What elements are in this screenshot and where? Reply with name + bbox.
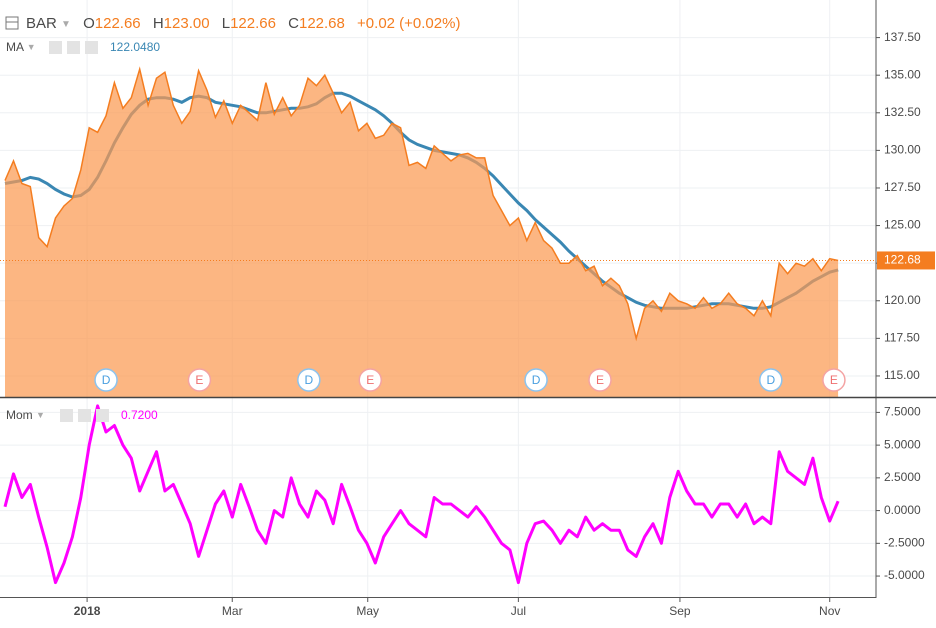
- event-marker: [759, 368, 783, 392]
- dropdown[interactable]: ▼: [27, 42, 36, 52]
- symbol-icon[interactable]: [5, 16, 19, 30]
- y-tick-label: 137.50: [884, 30, 921, 44]
- y-tick-label: 117.50: [884, 331, 920, 345]
- y-tick-label: 2.5000: [884, 470, 921, 484]
- y-tick-label: -2.5000: [884, 535, 925, 549]
- event-marker: [297, 368, 321, 392]
- last-price-label: 122.68: [884, 253, 921, 267]
- mom-value: 0.7200: [121, 408, 158, 422]
- ohlc-value: 122.66: [230, 15, 276, 32]
- event-label: D: [102, 373, 111, 387]
- legend-header: BAR ▼ O122.66 H123.00 L122.66 C122.68 +0…: [26, 15, 460, 32]
- x-tick-label: Nov: [819, 604, 840, 618]
- ohlc-key: H: [153, 15, 164, 32]
- indicator-line: [3, 404, 840, 585]
- last-price-tag: [877, 251, 935, 270]
- ohlc-value: 123.00: [164, 15, 210, 32]
- x-tick-label: Jul: [511, 604, 526, 618]
- event-label: E: [366, 373, 374, 387]
- y-tick-label: 130.00: [884, 143, 921, 157]
- x-tick-label: Mar: [222, 604, 243, 618]
- event-marker: [588, 368, 612, 392]
- symbol: BAR: [26, 15, 57, 32]
- mom-name: Mom: [6, 408, 33, 422]
- event-marker: [94, 368, 118, 392]
- mom-legend: Mom ▼: [6, 408, 45, 422]
- event-label: E: [195, 373, 203, 387]
- y-tick-label: 0.0000: [884, 503, 921, 517]
- y-tick-label: 132.50: [884, 105, 921, 119]
- x-tick-label: Sep: [669, 604, 691, 618]
- settings-button[interactable]: [78, 409, 91, 422]
- y-tick-label: 127.50: [884, 180, 921, 194]
- dropdown[interactable]: ▼: [61, 19, 71, 30]
- event-marker: [524, 368, 548, 392]
- event-label: D: [304, 373, 313, 387]
- ma-name: MA: [6, 40, 24, 54]
- ma-value: 122.0480: [110, 40, 160, 54]
- y-tick-label: 115.00: [884, 368, 920, 382]
- y-tick-label: -5.0000: [884, 568, 925, 582]
- event-marker: [358, 368, 383, 392]
- x-tick-label: May: [356, 604, 379, 618]
- ohlc-key: C: [288, 15, 299, 32]
- ohlc-value: 122.66: [95, 15, 141, 32]
- dropdown[interactable]: ▼: [36, 410, 45, 420]
- y-tick-label: 5.0000: [884, 437, 921, 451]
- change: +0.02 (+0.02%): [357, 15, 460, 32]
- event-label: D: [766, 373, 775, 387]
- y-tick-label: 135.00: [884, 67, 921, 81]
- remove-button[interactable]: [96, 409, 109, 422]
- x-tick-label: 2018: [74, 604, 101, 618]
- settings-button[interactable]: [67, 41, 80, 54]
- event-marker: [187, 368, 212, 392]
- ohlc-key: L: [222, 15, 230, 32]
- event-label: E: [596, 373, 604, 387]
- event-label: E: [830, 373, 838, 387]
- visibility-button[interactable]: [60, 409, 73, 422]
- axes: 115.00117.50120.00122.50125.00127.50130.…: [74, 30, 935, 618]
- event-marker: [822, 368, 846, 392]
- y-tick-label: 7.5000: [884, 405, 921, 419]
- ma-legend: MA ▼: [6, 40, 36, 54]
- ohlc-value: 122.68: [299, 15, 345, 32]
- y-tick-label: 125.00: [884, 218, 921, 232]
- price-line: [4, 66, 839, 342]
- visibility-button[interactable]: [49, 41, 62, 54]
- ohlc-key: O: [83, 15, 95, 32]
- y-tick-label: 120.00: [884, 293, 921, 307]
- event-label: D: [532, 373, 541, 387]
- remove-button[interactable]: [85, 41, 98, 54]
